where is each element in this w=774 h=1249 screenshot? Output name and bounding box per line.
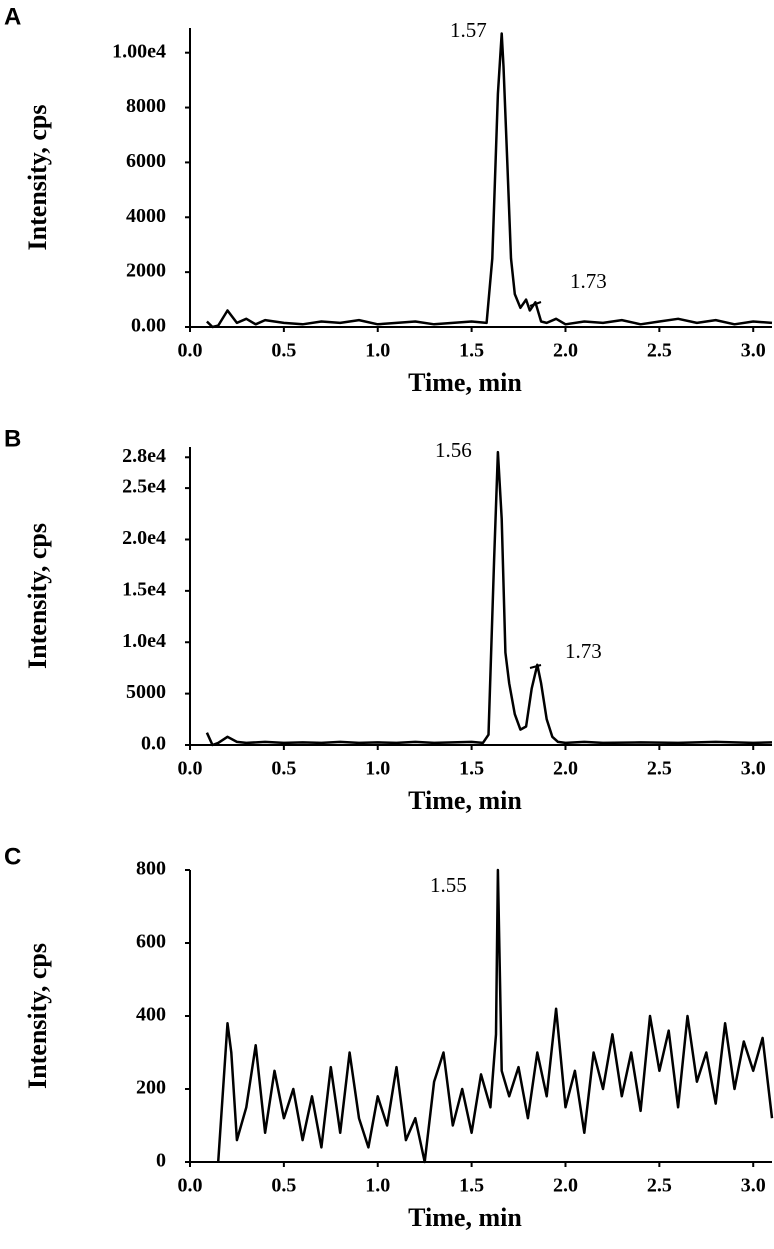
- peak-annotation: 1.55: [430, 873, 467, 897]
- x-tick-label: 3.0: [741, 758, 766, 780]
- panel-letter: B: [4, 425, 21, 452]
- x-tick-label: 3.0: [741, 1175, 766, 1197]
- y-tick-label: 6000: [126, 150, 166, 172]
- panel: B 0.0 5000 1.0e4 1.5e4 2.0e4 2.5e4 2.8e4 0.0 0.5 1…: [4, 425, 773, 815]
- x-tick-label: 2.0: [553, 758, 578, 780]
- peak-annotation: 1.73: [565, 639, 602, 663]
- y-tick-label: 1.0e4: [122, 630, 166, 652]
- panel-letter: A: [4, 3, 21, 30]
- x-tick-label: 1.5: [459, 1175, 484, 1197]
- x-tick-label: 3.0: [741, 340, 766, 362]
- y-tick-label: 800: [136, 858, 166, 880]
- x-tick-label: 1.0: [365, 758, 390, 780]
- y-tick-label: 200: [136, 1077, 166, 1099]
- x-tick-label: 0.0: [178, 1175, 203, 1197]
- y-axis-title: Intensity, cps: [23, 523, 52, 669]
- y-tick-label: 2.5e4: [122, 476, 166, 498]
- x-tick-label: 0.5: [271, 340, 296, 362]
- x-tick-label: 0.5: [271, 758, 296, 780]
- chromatogram-line: [206, 32, 773, 329]
- y-axis-title: Intensity, cps: [23, 105, 52, 251]
- y-axis-title: Intensity, cps: [23, 943, 52, 1089]
- panel: A 0.00 2000 4000 6000 8000 1.00e4 0.0 0.5 1.0 1.5 2…: [4, 3, 773, 397]
- y-tick-label: 2000: [126, 260, 166, 282]
- x-tick-label: 1.0: [365, 340, 390, 362]
- y-tick-label: 0.0: [141, 733, 166, 755]
- x-axis-title: Time, min: [408, 786, 522, 815]
- x-tick-label: 0.0: [178, 340, 203, 362]
- y-tick-label: 1.5e4: [122, 578, 166, 600]
- leader-line: [529, 664, 542, 669]
- x-tick-label: 0.0: [178, 758, 203, 780]
- x-axis-title: Time, min: [408, 1203, 522, 1232]
- peak-annotation: 1.57: [450, 18, 487, 42]
- y-tick-label: 0: [156, 1150, 166, 1172]
- x-tick-label: 1.5: [459, 340, 484, 362]
- chromatogram-line: [216, 868, 774, 1164]
- y-tick-label: 5000: [126, 681, 166, 703]
- x-tick-label: 2.0: [553, 1175, 578, 1197]
- leader-line: [529, 301, 542, 307]
- x-tick-label: 0.5: [271, 1175, 296, 1197]
- y-tick-label: 4000: [126, 205, 166, 227]
- x-tick-label: 2.0: [553, 340, 578, 362]
- y-tick-label: 600: [136, 931, 166, 953]
- x-tick-label: 2.5: [647, 758, 672, 780]
- y-tick-label: 1.00e4: [112, 40, 166, 62]
- peak-annotation: 1.56: [435, 438, 472, 462]
- y-tick-label: 400: [136, 1004, 166, 1026]
- y-tick-label: 2.0e4: [122, 527, 166, 549]
- x-tick-label: 2.5: [647, 1175, 672, 1197]
- x-tick-label: 2.5: [647, 340, 672, 362]
- y-tick-label: 0.00: [131, 315, 166, 337]
- y-tick-label: 2.8e4: [122, 445, 166, 467]
- x-tick-label: 1.0: [365, 1175, 390, 1197]
- peak-annotation: 1.73: [570, 269, 607, 293]
- panel: C 0 200 400 600 800 0.0 0.5 1.0 1.5 2.0 2.5 3.0 Time,…: [4, 843, 774, 1232]
- chromatogram-line: [205, 450, 773, 747]
- y-tick-label: 8000: [126, 95, 166, 117]
- panel-letter: C: [4, 843, 21, 870]
- x-tick-label: 1.5: [459, 758, 484, 780]
- x-axis-title: Time, min: [408, 368, 522, 397]
